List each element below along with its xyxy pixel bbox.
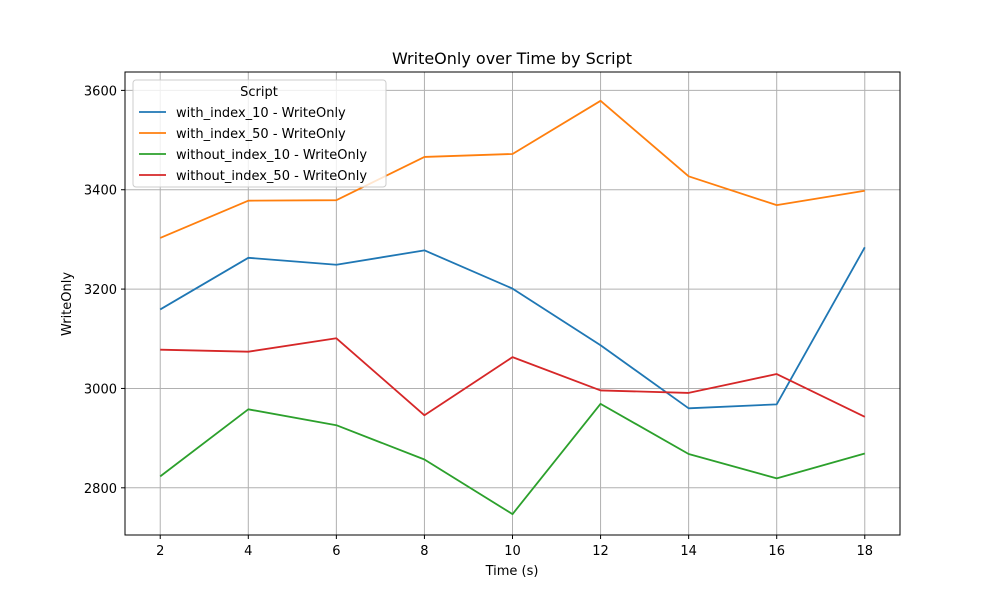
legend-box <box>132 79 387 188</box>
x-tick-label: 10 <box>504 544 521 559</box>
legend-entry-label: without_index_10 - WriteOnly <box>176 148 367 163</box>
legend-items: with_index_10 - WriteOnly with_index_50 -… <box>139 106 367 184</box>
chart-title: WriteOnly over Time by Script <box>392 49 632 68</box>
y-axis-label: WriteOnly <box>60 272 75 336</box>
y-tick-label: 3400 <box>84 184 117 199</box>
y-tick-label: 3600 <box>84 84 117 99</box>
series-line-3 <box>159 402 866 516</box>
x-tick-label: 4 <box>244 544 252 559</box>
legend: Script with_index_10 - WriteOnlywith_ind… <box>132 79 387 188</box>
y-tick-label: 3000 <box>84 382 117 397</box>
grid-lines <box>125 72 900 535</box>
x-tick-label: 2 <box>156 544 164 559</box>
x-tick-label: 6 <box>332 544 340 559</box>
x-tick-label: 12 <box>592 544 609 559</box>
y-axis: 2800 3000 3200 3400 3600 <box>84 84 125 497</box>
x-tick-label: 8 <box>420 544 428 559</box>
legend-title: Script <box>240 85 278 100</box>
y-tick-label: 3200 <box>84 283 117 298</box>
x-tick-label: 14 <box>680 544 697 559</box>
series-line-4 <box>160 337 866 418</box>
x-tick-label: 16 <box>768 544 785 559</box>
x-axis: 2 4 6 8 10 12 14 16 18 <box>156 535 873 559</box>
series-lines <box>159 99 866 516</box>
x-tick-label: 18 <box>856 544 873 559</box>
series-line-2 <box>159 99 865 239</box>
legend-entry-label: with_index_50 - WriteOnly <box>176 127 346 142</box>
legend-entry-label: without_index_50 - WriteOnly <box>176 169 367 184</box>
y-tick-label: 2800 <box>84 482 117 497</box>
legend-entry-label: with_index_10 - WriteOnly <box>176 106 346 121</box>
x-axis-label: Time (s) <box>485 564 539 579</box>
series-line-1 <box>159 246 866 410</box>
